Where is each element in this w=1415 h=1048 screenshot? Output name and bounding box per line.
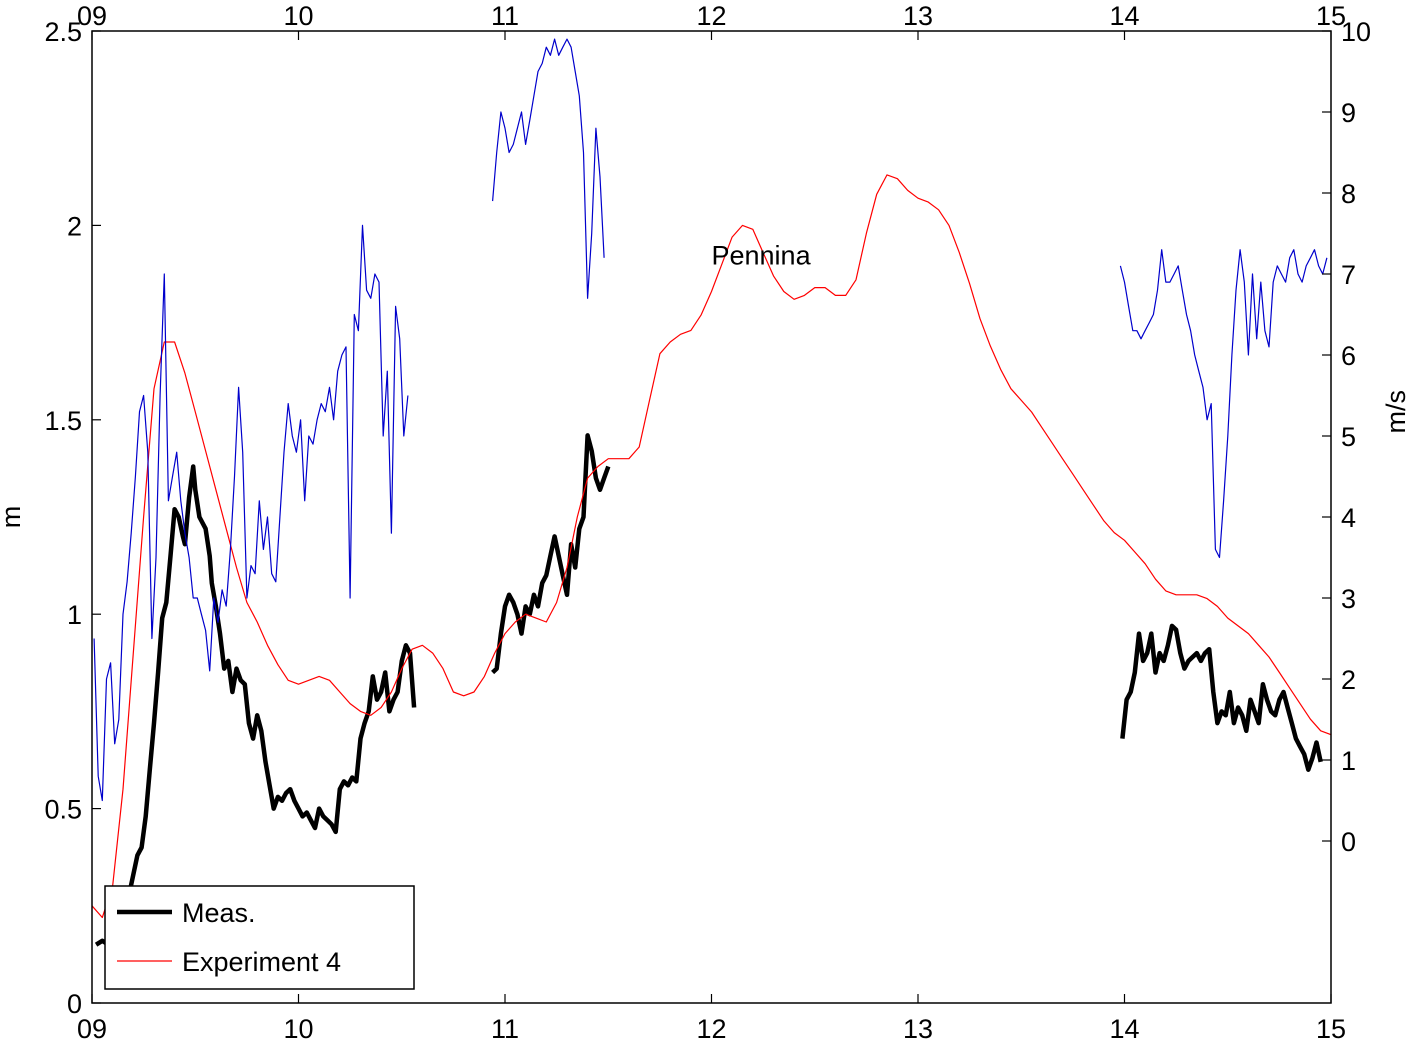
x-tick-label-bottom: 13: [903, 1014, 933, 1044]
x-tick-label-top: 15: [1316, 1, 1346, 31]
plot-frame: [91, 30, 1332, 1004]
series-line-wind-speed-segment-2: [1119, 249, 1328, 559]
legend-box: [104, 885, 415, 990]
x-tick-label-top: 11: [491, 1, 519, 31]
annotation-label: Pennina: [712, 240, 812, 270]
series-line-wind-speed-segment-1: [492, 38, 605, 299]
x-tick-label-top: 09: [77, 1, 107, 31]
x-tick-label-bottom: 10: [283, 1014, 313, 1044]
x-tick-label-bottom: 11: [491, 1014, 519, 1044]
x-tick-label-bottom: 09: [77, 1014, 107, 1044]
legend-label-meas: Meas.: [182, 898, 256, 928]
series-line-experiment-4-segment-0: [92, 174, 1331, 919]
y-right-tick-label: 7: [1341, 260, 1356, 290]
series-line-meas-segment-2: [1120, 623, 1323, 772]
x-tick-label-bottom: 12: [696, 1014, 726, 1044]
x-tick-label-bottom: 14: [1109, 1014, 1139, 1044]
x-tick-label-bottom: 15: [1316, 1014, 1346, 1044]
y-right-tick-label: 6: [1341, 341, 1356, 371]
y-left-tick-label: 1: [67, 600, 82, 630]
y-right-tick-label: 0: [1341, 827, 1356, 857]
series-line-wind-speed-segment-0: [93, 224, 409, 802]
y-left-tick-label: 1.5: [44, 406, 82, 436]
y-axis-left-label: m: [0, 506, 26, 529]
x-tick-label-top: 13: [903, 1, 933, 31]
x-tick-label-top: 14: [1109, 1, 1139, 31]
series-line-meas-segment-1: [491, 433, 611, 675]
y-right-tick-label: 2: [1341, 665, 1356, 695]
plot-area: [92, 38, 1331, 947]
y-right-tick-label: 8: [1341, 179, 1356, 209]
x-tick-label-top: 12: [696, 1, 726, 31]
y-right-tick-label: 3: [1341, 584, 1356, 614]
y-right-tick-label: 10: [1341, 17, 1371, 47]
y-right-tick-label: 4: [1341, 503, 1356, 533]
y-right-tick-label: 1: [1341, 746, 1356, 776]
series-line-meas-segment-0: [94, 464, 417, 947]
y-axis-right-label: m/s: [1381, 390, 1411, 434]
legend: Meas. Experiment 4: [104, 885, 415, 990]
y-right-tick-label: 9: [1341, 98, 1356, 128]
y-right-tick-label: 5: [1341, 422, 1356, 452]
y-left-tick-label: 0: [67, 989, 82, 1019]
legend-label-experiment-4: Experiment 4: [182, 947, 341, 977]
axis-ticks: 090910101111121213131414151500.511.522.5…: [44, 1, 1371, 1044]
x-tick-label-top: 10: [283, 1, 313, 31]
y-left-tick-label: 2: [67, 211, 82, 241]
y-left-tick-label: 2.5: [44, 17, 82, 47]
y-left-tick-label: 0.5: [44, 795, 82, 825]
